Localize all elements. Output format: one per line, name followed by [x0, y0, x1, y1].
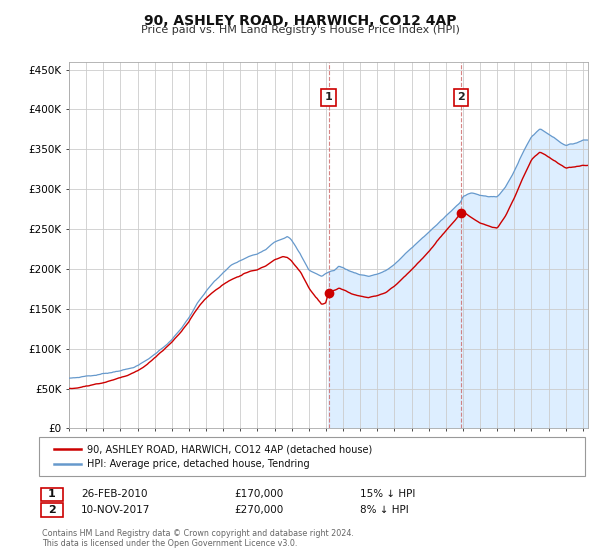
Text: 8% ↓ HPI: 8% ↓ HPI	[360, 505, 409, 515]
Text: Price paid vs. HM Land Registry's House Price Index (HPI): Price paid vs. HM Land Registry's House …	[140, 25, 460, 35]
Text: £170,000: £170,000	[234, 489, 283, 499]
Text: HPI: Average price, detached house, Tendring: HPI: Average price, detached house, Tend…	[87, 459, 310, 469]
Text: 15% ↓ HPI: 15% ↓ HPI	[360, 489, 415, 499]
Text: Contains HM Land Registry data © Crown copyright and database right 2024.: Contains HM Land Registry data © Crown c…	[42, 529, 354, 538]
Text: 2: 2	[457, 92, 464, 102]
Text: 10-NOV-2017: 10-NOV-2017	[81, 505, 151, 515]
Text: This data is licensed under the Open Government Licence v3.0.: This data is licensed under the Open Gov…	[42, 539, 298, 548]
Text: 90, ASHLEY ROAD, HARWICH, CO12 4AP (detached house): 90, ASHLEY ROAD, HARWICH, CO12 4AP (deta…	[87, 444, 372, 454]
Text: 90, ASHLEY ROAD, HARWICH, CO12 4AP: 90, ASHLEY ROAD, HARWICH, CO12 4AP	[144, 14, 456, 28]
Text: 1: 1	[325, 92, 332, 102]
Text: 26-FEB-2010: 26-FEB-2010	[81, 489, 148, 499]
Text: £270,000: £270,000	[234, 505, 283, 515]
Text: 2: 2	[48, 505, 55, 515]
Text: 1: 1	[48, 489, 55, 499]
